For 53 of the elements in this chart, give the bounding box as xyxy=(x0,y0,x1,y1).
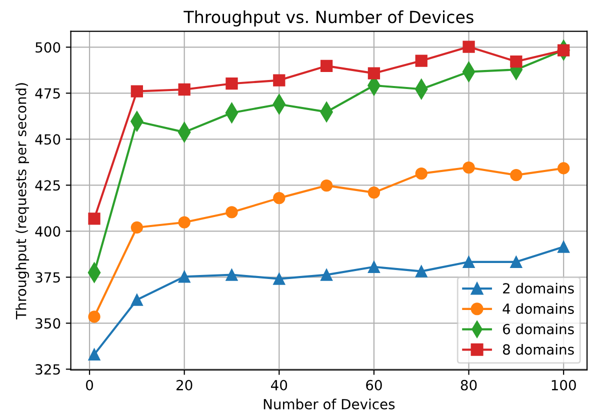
point xyxy=(130,85,144,98)
point xyxy=(273,272,286,285)
x-tick-label: 0 xyxy=(86,380,94,390)
point xyxy=(510,168,522,182)
point xyxy=(88,310,100,323)
y-axis-title: Throughput (requests per second) xyxy=(16,83,30,320)
point xyxy=(178,216,190,228)
point xyxy=(226,268,238,281)
legend-label: 2 domains xyxy=(503,282,574,294)
legend-label: 6 domains xyxy=(503,324,574,334)
y-tick-label: 400 xyxy=(35,226,60,237)
x-tick-label: 100 xyxy=(552,380,576,390)
point xyxy=(462,256,475,268)
y-tick-label: 500 xyxy=(36,42,60,53)
point xyxy=(178,270,190,283)
point xyxy=(415,265,428,278)
point xyxy=(462,161,475,174)
x-tick-label: 80 xyxy=(460,380,477,390)
y-tick-label: 425 xyxy=(35,180,60,191)
point xyxy=(368,67,380,80)
x-tick-label: 60 xyxy=(366,380,382,390)
legend-label: 4 domains xyxy=(502,303,574,314)
point xyxy=(88,348,100,361)
point xyxy=(320,179,333,192)
x-tick-label: 20 xyxy=(176,380,192,390)
point xyxy=(273,192,286,204)
point xyxy=(415,54,428,67)
point xyxy=(320,268,333,281)
point xyxy=(462,40,475,53)
point xyxy=(226,206,238,218)
point xyxy=(320,60,333,72)
point xyxy=(510,55,522,68)
y-tick-label: 350 xyxy=(36,318,60,329)
point xyxy=(558,240,570,253)
x-axis-title: Number of Devices xyxy=(264,398,395,410)
point xyxy=(88,212,100,225)
point xyxy=(558,162,570,174)
point xyxy=(130,221,144,234)
y-tick-label: 375 xyxy=(36,272,60,283)
y-tick-label: 475 xyxy=(35,88,60,99)
point xyxy=(226,78,238,90)
point xyxy=(368,186,380,199)
point xyxy=(130,294,144,306)
chart-title: Throughput vs. Number of Devices xyxy=(184,10,474,26)
point xyxy=(273,74,286,86)
legend-label: 8 domains xyxy=(502,344,574,355)
point xyxy=(368,260,380,273)
y-tick-label: 325 xyxy=(36,364,60,375)
y-tick-label: 450 xyxy=(35,134,60,145)
point xyxy=(415,168,428,180)
point xyxy=(510,256,522,268)
x-tick-label: 40 xyxy=(270,380,288,390)
point xyxy=(178,83,190,96)
